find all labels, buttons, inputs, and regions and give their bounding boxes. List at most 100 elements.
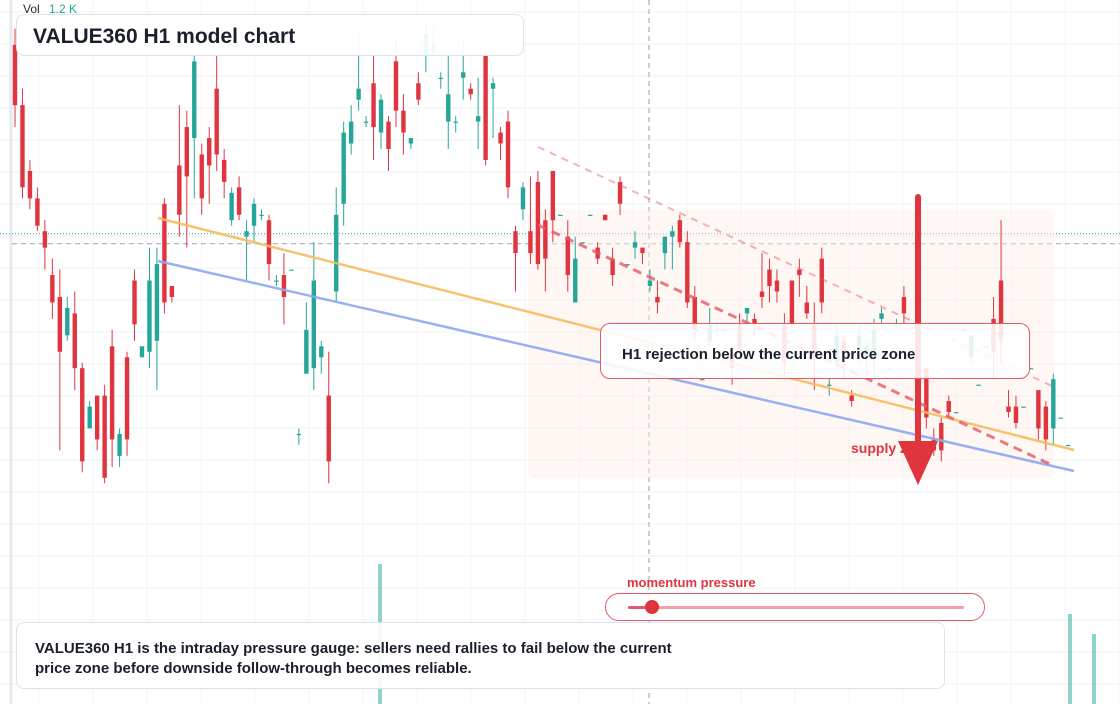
rejection-callout: H1 rejection below the current price zon… xyxy=(600,323,1030,379)
candle-body xyxy=(468,88,473,95)
candle-body xyxy=(289,269,294,271)
momentum-track xyxy=(628,606,964,609)
candle-body xyxy=(192,61,197,139)
candle-body xyxy=(520,187,526,210)
candle-body xyxy=(12,44,18,106)
candle-body xyxy=(109,346,115,440)
candle-body xyxy=(1066,444,1071,447)
candle-body xyxy=(602,214,608,221)
candle-body xyxy=(1043,406,1049,440)
candle-body xyxy=(207,138,212,166)
supply-zone-label: supply zone xyxy=(851,440,932,456)
candle-body xyxy=(94,395,100,440)
candle-body xyxy=(214,88,219,155)
candle-body xyxy=(259,214,264,216)
candle-body xyxy=(304,329,309,374)
candle-body xyxy=(236,187,242,215)
note-box: VALUE360 H1 is the intraday pressure gau… xyxy=(16,622,945,689)
volume-label: Vol xyxy=(23,2,40,16)
candle-body xyxy=(759,291,765,297)
candle-body xyxy=(461,72,466,78)
candle-body xyxy=(879,313,884,319)
candle-body xyxy=(229,192,234,221)
candle-body xyxy=(438,77,443,79)
candle-body xyxy=(528,231,533,254)
candle-body xyxy=(386,121,391,149)
momentum-knob xyxy=(644,600,659,614)
candle-body xyxy=(1021,406,1026,408)
candle-body xyxy=(924,368,929,418)
candle-body xyxy=(1013,406,1019,423)
candle-body xyxy=(789,280,795,325)
candle-body xyxy=(767,269,772,286)
candle-body xyxy=(401,110,406,133)
candle-body xyxy=(655,296,660,303)
volume-bar xyxy=(1092,634,1096,704)
candle-body xyxy=(244,231,249,237)
candle-body xyxy=(1036,390,1041,429)
candlestick-series xyxy=(12,22,1071,484)
chart-title: VALUE360 H1 model chart xyxy=(33,25,296,48)
candle-body xyxy=(976,384,981,386)
candle-body xyxy=(251,203,257,226)
candle-body xyxy=(371,83,376,128)
candle-body xyxy=(199,154,204,199)
candle-body xyxy=(57,296,63,352)
candle-body xyxy=(72,313,77,369)
candle-body xyxy=(169,286,175,297)
candle-body xyxy=(954,412,959,414)
callout-text: H1 rejection below the current price zon… xyxy=(622,346,916,363)
candle-body xyxy=(326,395,331,462)
candle-body xyxy=(102,395,107,478)
candle-body xyxy=(483,55,488,160)
candle-body xyxy=(147,280,152,352)
candle-body xyxy=(998,280,1004,341)
candle-body xyxy=(139,346,145,358)
candle-body xyxy=(154,264,160,341)
candle-body xyxy=(177,165,182,215)
candle-body xyxy=(774,280,780,292)
sell-arrow-head xyxy=(898,441,938,485)
candle-body xyxy=(378,99,384,133)
candle-body xyxy=(625,264,630,266)
candle-body xyxy=(617,181,623,204)
candle-body xyxy=(446,94,451,122)
momentum-label: momentum pressure xyxy=(627,575,756,590)
candle-body xyxy=(80,368,85,462)
candle-body xyxy=(281,275,287,297)
candle-body xyxy=(692,296,697,330)
candle-body xyxy=(700,379,705,381)
candle-body xyxy=(610,258,615,276)
resistance-line-dashed xyxy=(537,223,1055,468)
candle-body xyxy=(453,121,458,123)
candle-body xyxy=(804,302,810,314)
candle-body xyxy=(393,61,399,111)
momentum-gauge xyxy=(605,593,985,621)
candle-body xyxy=(849,395,854,402)
candle-body xyxy=(647,280,653,286)
candle-body xyxy=(475,116,481,122)
candle-body xyxy=(797,269,802,276)
candle-body xyxy=(296,433,302,436)
candle-body xyxy=(565,236,570,276)
candle-body xyxy=(132,280,137,325)
candle-body xyxy=(505,121,511,188)
candle-body xyxy=(744,307,750,314)
candle-body xyxy=(319,346,324,358)
candle-body xyxy=(550,170,556,221)
candle-body xyxy=(1028,368,1034,370)
candle-body xyxy=(587,214,593,216)
candle-body xyxy=(685,242,690,303)
chart-title-box: VALUE360 H1 model chart xyxy=(16,14,524,56)
candle-body xyxy=(819,258,824,303)
candle-body xyxy=(490,83,496,89)
candle-body xyxy=(266,220,272,265)
candle-body xyxy=(42,231,48,248)
momentum-fill xyxy=(628,606,652,609)
candle-body xyxy=(535,181,541,265)
candle-body xyxy=(348,121,354,144)
candle-body xyxy=(580,242,585,244)
volume-value: 1.2 K xyxy=(49,2,78,16)
candle-body xyxy=(408,138,414,144)
note-text: VALUE360 H1 is the intraday pressure gau… xyxy=(35,640,672,677)
